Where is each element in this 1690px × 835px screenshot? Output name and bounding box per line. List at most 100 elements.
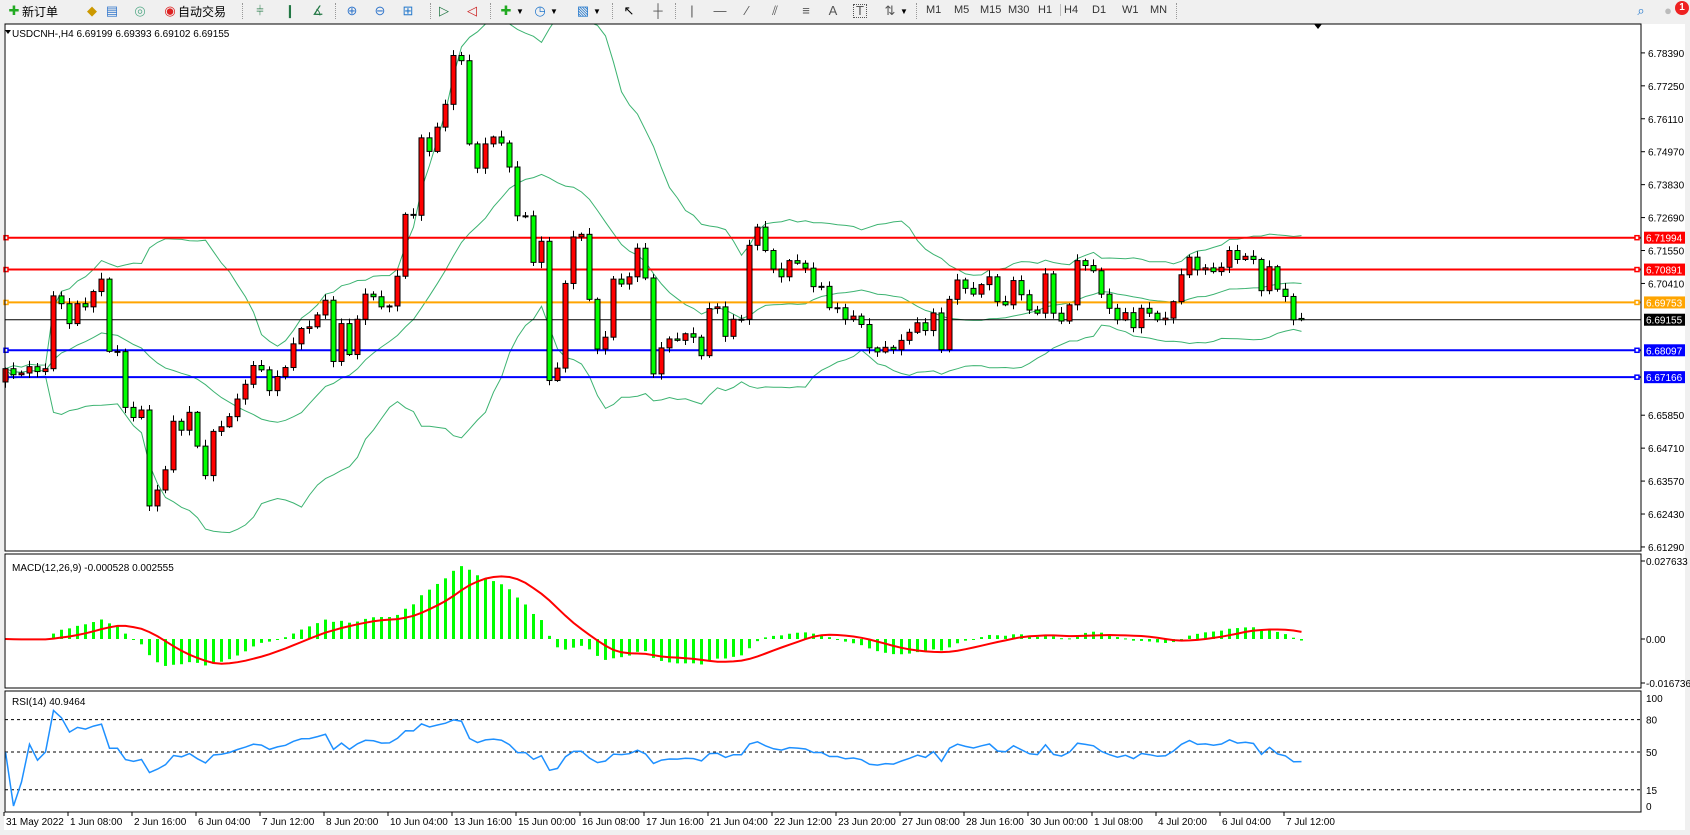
timeframe-m15[interactable]: M15 [980, 4, 1002, 16]
line-anchor-left[interactable] [3, 299, 9, 306]
candle[interactable] [1298, 312, 1305, 322]
candle[interactable] [418, 134, 425, 221]
fibonacci-button[interactable]: ≡ [798, 2, 814, 20]
candle[interactable] [818, 282, 825, 291]
candle[interactable] [618, 273, 625, 287]
candle[interactable] [826, 281, 833, 311]
candle[interactable] [386, 304, 393, 313]
candle[interactable] [1218, 262, 1225, 276]
candle[interactable] [362, 288, 369, 325]
candle[interactable] [570, 230, 577, 290]
candle[interactable] [10, 362, 17, 379]
candle[interactable] [1106, 288, 1113, 315]
line-anchor-left[interactable] [3, 347, 9, 354]
timeframe-h4[interactable]: H4 [1060, 4, 1078, 16]
candle[interactable] [130, 401, 137, 422]
candle[interactable] [754, 223, 761, 251]
candle[interactable] [370, 291, 377, 301]
candle[interactable] [834, 302, 841, 314]
trendline-button[interactable]: ∕ [739, 2, 755, 20]
candle[interactable] [18, 370, 25, 377]
chart-window[interactable]: 6.78390 6.77250 6.76110 6.74970 6.73830 6.726… [0, 22, 1690, 835]
candle[interactable] [1178, 268, 1185, 305]
auto-trading-button[interactable]: ◉ 自动交易 [162, 2, 226, 20]
candle[interactable] [1202, 264, 1209, 275]
periods-button[interactable]: ◷ ▼ [532, 2, 558, 20]
bar-chart-button[interactable]: ⫩ [252, 2, 268, 20]
candle[interactable] [42, 363, 49, 375]
candle[interactable] [970, 282, 977, 297]
candle[interactable] [1066, 303, 1073, 324]
candle[interactable] [922, 318, 929, 336]
candle[interactable] [274, 370, 281, 397]
candle[interactable] [762, 220, 769, 253]
chart-shift-marker-icon[interactable] [1314, 24, 1322, 29]
candle[interactable] [642, 242, 649, 281]
candle[interactable] [994, 274, 1001, 307]
candle[interactable] [490, 135, 497, 148]
indicators-button[interactable]: ✚ ▼ [498, 2, 524, 20]
candle[interactable] [498, 130, 505, 146]
candle[interactable] [306, 320, 313, 334]
candle[interactable] [594, 297, 601, 355]
candle[interactable] [426, 132, 433, 157]
candle[interactable] [522, 211, 529, 219]
candle[interactable] [698, 334, 705, 360]
timeframe-m30[interactable]: M30 [1008, 4, 1030, 16]
candle[interactable] [290, 337, 297, 371]
candle[interactable] [450, 50, 457, 111]
candle[interactable] [146, 405, 153, 512]
candle[interactable] [770, 248, 777, 274]
candle[interactable] [938, 307, 945, 353]
candle[interactable] [170, 415, 177, 473]
candle[interactable] [314, 312, 321, 329]
candle[interactable] [346, 318, 353, 356]
candle[interactable] [1234, 244, 1241, 264]
candle[interactable] [1098, 267, 1105, 299]
candle[interactable] [650, 274, 657, 378]
candle[interactable] [298, 327, 305, 350]
candle[interactable] [458, 51, 465, 65]
candle[interactable] [1114, 303, 1121, 325]
candle[interactable] [682, 332, 689, 346]
timeframe-m5[interactable]: M5 [954, 4, 970, 16]
candle[interactable] [538, 236, 545, 269]
line-anchor-right[interactable] [1634, 299, 1640, 306]
candle[interactable] [962, 277, 969, 294]
timeframe-d1[interactable]: D1 [1092, 4, 1107, 16]
candle[interactable] [258, 359, 265, 373]
candlestick-button[interactable]: ❙ [282, 2, 298, 20]
candle[interactable] [514, 161, 521, 222]
candle[interactable] [1170, 300, 1177, 324]
candle[interactable] [202, 439, 209, 480]
horizontal-line-button[interactable]: — [712, 2, 728, 20]
candle[interactable] [794, 254, 801, 265]
candle[interactable] [1154, 310, 1161, 323]
candle[interactable] [250, 360, 257, 389]
market-watch-button[interactable]: ◆ [84, 2, 100, 20]
candle[interactable] [1210, 262, 1217, 274]
candle[interactable] [218, 420, 225, 436]
data-window-button[interactable]: ▤ [104, 2, 120, 20]
line-anchor-right[interactable] [1634, 374, 1640, 380]
candle[interactable] [90, 289, 97, 313]
candle[interactable] [1018, 275, 1025, 301]
equidistant-channel-button[interactable]: ⫽ [767, 2, 783, 20]
candle[interactable] [354, 315, 361, 360]
candle[interactable] [706, 302, 713, 358]
candle[interactable] [506, 140, 513, 173]
candle[interactable] [1274, 264, 1281, 292]
candle[interactable] [1194, 251, 1201, 276]
candle[interactable] [138, 405, 145, 420]
candle[interactable] [242, 379, 249, 405]
zoom-out-button[interactable]: ⊖ [372, 2, 388, 20]
candle[interactable] [178, 418, 185, 436]
candle[interactable] [322, 294, 329, 319]
candle[interactable] [210, 429, 217, 482]
timeframe-mn[interactable]: MN [1150, 4, 1168, 16]
candle[interactable] [610, 275, 617, 341]
candle[interactable] [978, 283, 985, 298]
candle[interactable] [946, 295, 953, 353]
candle[interactable] [914, 317, 921, 335]
candle[interactable] [282, 365, 289, 380]
